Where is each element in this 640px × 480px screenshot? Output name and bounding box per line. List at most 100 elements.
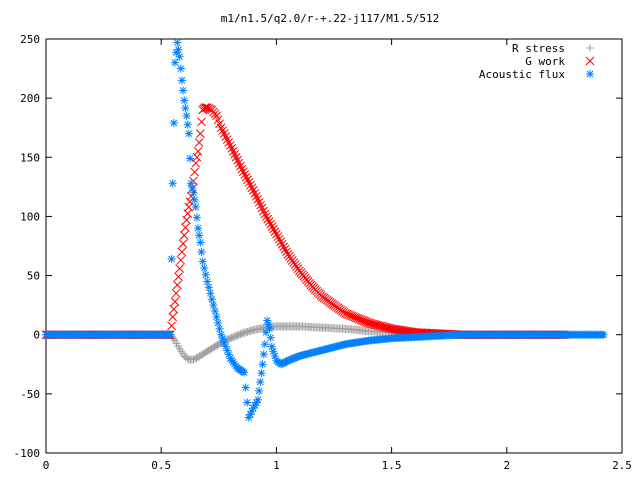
legend-marker <box>586 70 594 78</box>
data-point <box>238 167 248 177</box>
data-point <box>219 129 229 138</box>
data-marks <box>41 38 608 422</box>
x-tick-label: 1 <box>273 459 280 472</box>
data-point <box>276 237 286 247</box>
data-point <box>196 129 205 138</box>
data-point <box>227 144 237 153</box>
data-point <box>253 194 263 204</box>
data-point <box>171 288 181 298</box>
x-tick-label: 2 <box>503 459 510 472</box>
data-point <box>186 154 194 163</box>
data-point <box>237 164 247 174</box>
y-tick-label: 50 <box>27 270 40 283</box>
data-point <box>197 117 206 127</box>
data-point <box>358 316 367 325</box>
data-point <box>231 152 241 162</box>
data-point <box>264 217 274 226</box>
data-point <box>345 310 355 320</box>
data-point <box>244 178 254 187</box>
data-point <box>166 330 175 339</box>
data-point <box>279 242 288 252</box>
data-point <box>216 123 226 133</box>
x-tick-label: 2.5 <box>612 459 632 472</box>
data-point <box>209 301 218 310</box>
data-point <box>189 188 198 197</box>
data-point <box>350 312 360 322</box>
data-point <box>282 247 291 257</box>
data-point <box>263 214 273 224</box>
data-point <box>274 234 284 244</box>
data-point <box>261 212 271 221</box>
data-point <box>168 312 178 322</box>
data-point <box>250 189 260 198</box>
data-point <box>243 398 252 407</box>
data-point <box>181 223 190 233</box>
data-point <box>196 238 205 247</box>
data-point <box>257 203 267 213</box>
data-point <box>341 309 350 318</box>
x-tick-label: 0.5 <box>151 459 171 472</box>
data-point <box>190 167 199 177</box>
data-point <box>259 206 268 216</box>
data-point <box>361 317 370 326</box>
data-point <box>212 312 221 321</box>
data-point <box>192 213 201 222</box>
data-point <box>280 244 290 254</box>
data-point <box>351 313 361 323</box>
data-point <box>174 272 183 282</box>
data-point <box>348 312 358 321</box>
data-point <box>169 304 179 314</box>
data-point <box>169 118 178 127</box>
data-point <box>247 183 257 193</box>
data-point <box>240 368 249 377</box>
data-point <box>266 333 275 342</box>
legend-marker <box>585 56 595 66</box>
data-point <box>206 289 215 298</box>
data-point <box>277 239 287 249</box>
data-point <box>224 138 234 147</box>
data-point <box>167 255 176 264</box>
data-point <box>273 232 283 242</box>
data-point <box>241 172 251 182</box>
data-point <box>255 386 264 395</box>
data-point <box>246 180 255 190</box>
data-point <box>344 310 353 320</box>
data-point <box>225 141 235 150</box>
data-point <box>194 224 203 233</box>
y-tick-label: 200 <box>20 92 40 105</box>
plot-frame <box>45 38 623 454</box>
data-point <box>201 270 210 279</box>
data-point <box>192 152 202 162</box>
axis-ticks: 0 0.5 1 1.5 2 2.5 250 200 150 100 50 0 -50 -100 <box>14 33 632 472</box>
data-point <box>266 219 275 229</box>
data-point <box>168 179 177 188</box>
data-point <box>256 200 265 210</box>
data-point <box>194 138 204 147</box>
data-point <box>353 314 363 323</box>
data-point <box>221 132 231 141</box>
data-point <box>342 309 352 319</box>
data-point <box>183 120 192 129</box>
data-point <box>175 264 184 273</box>
data-point <box>207 295 216 304</box>
data-point <box>178 239 188 248</box>
data-point <box>230 149 239 159</box>
y-tick-label: -50 <box>20 388 40 401</box>
y-tick-label: -100 <box>14 447 41 460</box>
data-point <box>347 311 357 321</box>
data-point <box>204 283 213 292</box>
data-point <box>174 45 183 54</box>
data-point <box>179 231 189 240</box>
y-tick-label: 0 <box>33 329 40 342</box>
data-point <box>246 410 255 419</box>
data-point <box>253 395 262 404</box>
y-tick-label: 250 <box>20 33 40 46</box>
data-point <box>260 209 270 219</box>
data-point <box>240 170 250 179</box>
chart-title: m1/n1.5/q2.0/r-+.22-j117/M1.5/512 <box>221 12 440 25</box>
data-point <box>270 227 280 237</box>
data-point <box>354 314 364 324</box>
data-point <box>263 316 272 325</box>
